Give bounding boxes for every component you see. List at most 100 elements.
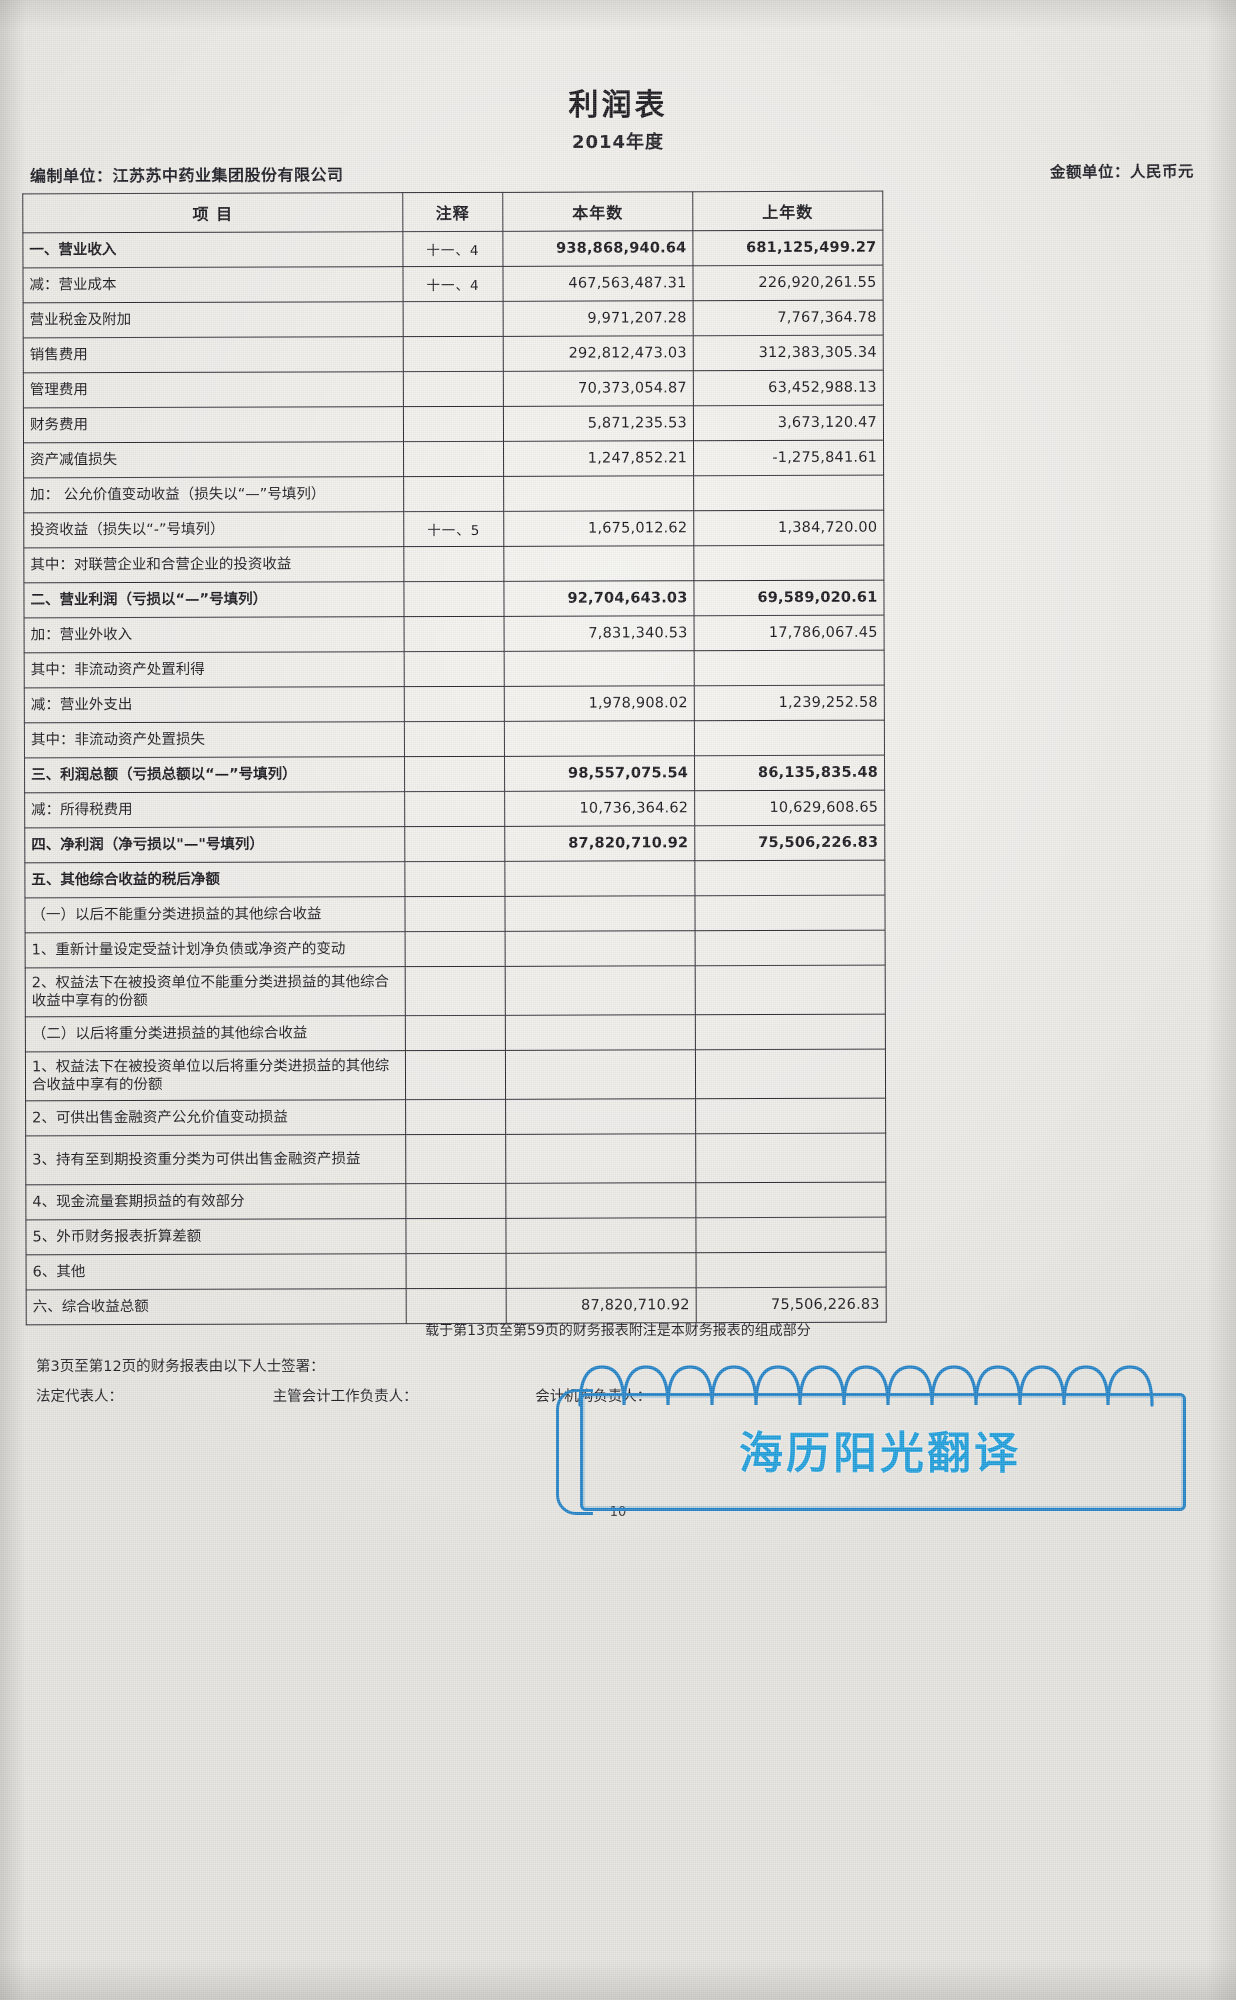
row-note-reference — [403, 581, 505, 617]
row-item-label: 管理费用 — [23, 371, 404, 408]
row-current-year-amount: 5,871,235.53 — [503, 405, 694, 442]
column-header-note: 注释 — [402, 192, 503, 232]
row-prior-year-amount: 63,452,988.13 — [693, 370, 884, 406]
row-current-year-amount — [503, 545, 694, 582]
row-item-label: 财务费用 — [23, 406, 404, 443]
row-note-reference — [403, 336, 504, 372]
row-current-year-amount: 98,557,075.54 — [504, 755, 695, 792]
row-current-year-amount: 467,563,487.31 — [502, 265, 694, 302]
row-current-year-amount — [504, 720, 695, 757]
table-row: 1、重新计量设定受益计划净负债或净资产的变动 — [25, 930, 886, 968]
row-item-label: 6、其他 — [26, 1253, 407, 1290]
row-note-reference — [404, 651, 505, 687]
row-note-reference — [405, 966, 506, 1016]
row-note-reference — [404, 791, 505, 827]
income-statement-table: 项 目 注释 本年数 上年数 一、营业收入 十一、4 938,868,940.64 6… — [22, 191, 887, 1326]
row-note-reference — [403, 406, 504, 442]
row-current-year-amount — [505, 965, 696, 1016]
row-note-reference: 十一、4 — [402, 266, 504, 302]
row-item-label: 加：营业外收入 — [24, 616, 405, 653]
row-prior-year-amount — [694, 720, 885, 756]
table-row: 二、营业利润（亏损以“—”号填列） 92,704,643.03 69,589,020… — [23, 580, 885, 618]
row-current-year-amount — [505, 1182, 696, 1219]
row-note-reference — [405, 1015, 506, 1051]
table-row: 减：营业成本 十一、4 467,563,487.31 226,920,261.55 — [22, 265, 884, 303]
row-note-reference — [403, 546, 504, 582]
row-note-reference: 十一、4 — [402, 231, 503, 267]
row-item-label: 4、现金流量套期损益的有效部分 — [25, 1183, 406, 1220]
row-current-year-amount — [505, 1014, 696, 1051]
row-current-year-amount — [506, 1252, 697, 1289]
row-current-year-amount — [505, 1133, 696, 1184]
table-row: 2、权益法下在被投资单位不能重分类进损益的其他综合收益中享有的份额 — [25, 965, 886, 1017]
row-item-label: 2、可供出售金融资产公允价值变动损益 — [25, 1099, 406, 1136]
row-current-year-amount: 10,736,364.62 — [504, 790, 695, 827]
row-current-year-amount: 92,704,643.03 — [503, 580, 695, 617]
row-item-label: 投资收益（损失以“-”号填列） — [23, 511, 404, 548]
page-subtitle-period: 2014年度 — [571, 132, 665, 153]
row-item-label: 减：营业外支出 — [24, 686, 405, 723]
table-row: 三、利润总额（亏损总额以“—”号填列） 98,557,075.54 86,135,8… — [24, 755, 885, 793]
row-item-label: 销售费用 — [23, 336, 404, 373]
table-row: 6、其他 — [26, 1252, 887, 1290]
row-item-label: 二、营业利润（亏损以“—”号填列） — [23, 581, 405, 618]
watermark-text: 海历阳光翻译 — [739, 1428, 1021, 1479]
row-note-reference — [404, 756, 505, 792]
row-note-reference — [405, 931, 506, 967]
row-current-year-amount — [505, 1217, 697, 1254]
row-prior-year-amount: 312,383,305.34 — [693, 335, 884, 371]
row-prior-year-amount — [695, 1014, 886, 1050]
row-current-year-amount — [503, 475, 694, 512]
row-current-year-amount: 70,373,054.87 — [503, 370, 694, 407]
row-note-reference — [403, 371, 504, 407]
row-item-label: 资产减值损失 — [23, 441, 404, 478]
page-title: 利润表 — [568, 88, 668, 123]
row-current-year-amount: 292,812,473.03 — [503, 335, 694, 372]
row-current-year-amount: 938,868,940.64 — [502, 230, 693, 267]
row-prior-year-amount: 17,786,067.45 — [694, 615, 885, 651]
row-note-reference — [404, 896, 506, 932]
row-item-label: 1、重新计量设定受益计划净负债或净资产的变动 — [25, 931, 406, 968]
row-prior-year-amount — [694, 860, 885, 896]
table-row: 资产减值损失 1,247,852.21 -1,275,841.61 — [23, 440, 884, 478]
table-row: 销售费用 292,812,473.03 312,383,305.34 — [23, 335, 884, 373]
signature-legal-representative: 法定代表人： — [36, 1389, 123, 1405]
row-item-label: 一、营业收入 — [22, 231, 403, 268]
column-header-item: 项 目 — [22, 192, 403, 233]
table-row: 其中：对联营企业和合营企业的投资收益 — [23, 545, 884, 583]
row-prior-year-amount: 681,125,499.27 — [692, 230, 883, 266]
watermark-frame — [580, 1393, 1186, 1511]
table-row: 减：营业外支出 1,978,908.02 1,239,252.58 — [24, 685, 885, 723]
table-body: 一、营业收入 十一、4 938,868,940.64 681,125,499.27 减：… — [22, 230, 887, 1325]
table-row: 5、外币财务报表折算差额 — [25, 1217, 887, 1255]
row-prior-year-amount: 1,239,252.58 — [694, 685, 885, 721]
row-item-label: 3、持有至到期投资重分类为可供出售金融资产损益 — [25, 1134, 406, 1185]
row-prior-year-amount — [695, 1049, 886, 1099]
table-row: 其中：非流动资产处置损失 — [24, 720, 885, 758]
row-note-reference — [406, 1253, 507, 1289]
row-prior-year-amount: 86,135,835.48 — [694, 755, 885, 791]
attachment-note: 载于第13页至第59页的财务报表附注是本财务报表的组成部分 — [425, 1323, 811, 1339]
table-row: （一）以后不能重分类进损益的其他综合收益 — [24, 895, 886, 933]
row-note-reference — [404, 721, 505, 757]
table-row: 减：所得税费用 10,736,364.62 10,629,608.65 — [24, 790, 885, 828]
table-row: 管理费用 70,373,054.87 63,452,988.13 — [23, 370, 884, 408]
row-note-reference — [405, 1218, 507, 1254]
prepared-by-label: 编制单位：江苏苏中药业集团股份有限公司 — [29, 165, 344, 186]
table-row: 加：营业外收入 7,831,340.53 17,786,067.45 — [24, 615, 885, 653]
row-note-reference — [403, 476, 504, 512]
row-item-label: 其中：对联营企业和合营企业的投资收益 — [23, 546, 404, 583]
row-current-year-amount — [504, 895, 696, 932]
table-row: 五、其他综合收益的税后净额 — [24, 860, 885, 898]
row-current-year-amount: 87,820,710.92 — [504, 825, 695, 862]
row-item-label: 1、权益法下在被投资单位以后将重分类进损益的其他综合收益中享有的份额 — [25, 1050, 406, 1101]
table-row: 加： 公允价值变动收益（损失以“—”号填列） — [23, 475, 884, 513]
row-item-label: 三、利润总额（亏损总额以“—”号填列） — [24, 756, 405, 793]
row-current-year-amount — [505, 930, 696, 967]
currency-unit-label: 金额单位：人民币元 — [1049, 162, 1195, 182]
signature-accounting-organization: 会计机构负责人： — [535, 1389, 652, 1405]
row-item-label: 其中：非流动资产处置利得 — [24, 651, 405, 688]
income-statement-table-wrap: 项 目 注释 本年数 上年数 一、营业收入 十一、4 938,868,940.64 6… — [22, 191, 887, 1326]
row-prior-year-amount — [694, 895, 886, 931]
